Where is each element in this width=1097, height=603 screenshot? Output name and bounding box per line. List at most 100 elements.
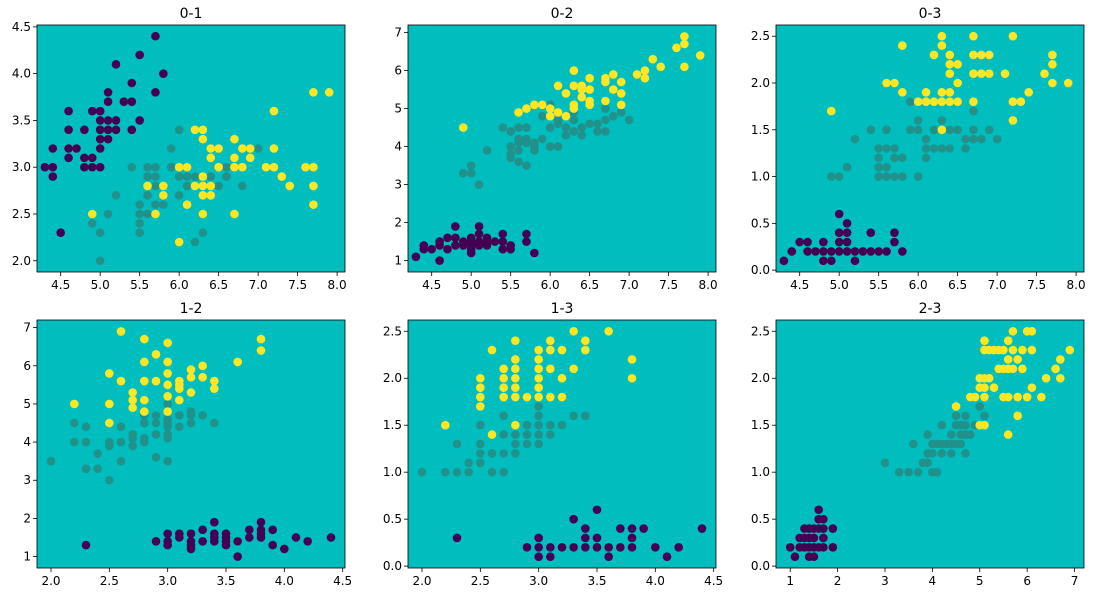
data-point (804, 524, 814, 533)
data-point (561, 130, 571, 140)
data-point (850, 247, 860, 256)
data-point (929, 50, 939, 60)
data-point (511, 336, 520, 345)
data-point (103, 125, 113, 135)
data-point (980, 336, 989, 345)
y-tick-label: 2 (394, 216, 402, 230)
panel-0-1: 0-1 4.5 5.0 5.5 6.0 6.5 7.0 7.5 8.0 2.0 2.5 3.0 3.5 4… (12, 6, 347, 292)
data-point (511, 383, 520, 392)
data-point (70, 418, 79, 428)
series-class-2 (951, 326, 1075, 439)
x-tick-label: 6.5 (209, 278, 228, 292)
data-point (970, 392, 980, 402)
x-tick-label: 6.0 (170, 278, 189, 292)
data-point (592, 543, 602, 552)
x-tick-label: 6.0 (909, 278, 928, 292)
data-point (309, 181, 318, 191)
data-point (48, 172, 58, 181)
data-point (116, 437, 126, 447)
data-point (151, 536, 161, 546)
data-point (238, 144, 247, 153)
x-tick-label: 4.0 (275, 574, 294, 588)
data-point (969, 50, 978, 60)
data-point (557, 392, 567, 402)
data-point (48, 144, 58, 153)
x-tick-label: 4.5 (704, 574, 723, 588)
data-point (537, 100, 547, 110)
y-tick-label: 3 (394, 178, 402, 192)
data-point (1048, 50, 1057, 60)
data-point (451, 241, 460, 250)
data-point (640, 66, 650, 75)
x-tick-label: 3 (881, 574, 889, 588)
data-point (980, 392, 989, 402)
data-point (534, 430, 543, 439)
data-point (953, 78, 962, 88)
data-point (842, 247, 852, 256)
data-point (128, 388, 137, 397)
data-point (923, 430, 932, 439)
data-point (913, 467, 923, 477)
data-point (937, 449, 947, 458)
data-point (561, 111, 571, 121)
x-tick-label: 4.5 (790, 278, 809, 292)
data-point (143, 181, 152, 191)
data-point (616, 108, 626, 117)
data-point (866, 247, 876, 256)
data-point (522, 543, 532, 552)
data-point (834, 228, 844, 237)
panel-2-3: 2-3 1 2 3 4 5 6 7 0.0 0.5 1.0 1.5 2.0 2.5 (751, 301, 1085, 588)
data-point (534, 552, 543, 562)
data-point (601, 104, 610, 113)
data-point (953, 60, 962, 69)
data-point (81, 437, 91, 447)
data-point (945, 144, 955, 153)
data-point (557, 345, 567, 355)
data-point (1027, 345, 1037, 355)
data-point (1008, 116, 1018, 125)
data-point (151, 31, 160, 41)
data-point (458, 237, 468, 246)
x-tick-label: 5.0 (462, 278, 481, 292)
data-point (163, 529, 172, 538)
data-point (680, 39, 689, 49)
data-point (522, 439, 532, 449)
data-point (95, 144, 105, 153)
x-tick-label: 8.0 (699, 278, 718, 292)
data-point (1003, 336, 1013, 345)
data-point (921, 153, 931, 163)
data-point (601, 115, 610, 125)
data-point (127, 125, 137, 135)
data-point (581, 524, 590, 533)
data-point (680, 62, 689, 72)
data-point (103, 116, 113, 125)
data-point (898, 172, 907, 181)
data-point (569, 100, 579, 110)
data-point (569, 514, 578, 524)
data-point (569, 81, 579, 91)
y-tick-label: 2.5 (12, 207, 31, 221)
data-point (627, 373, 637, 383)
data-point (116, 327, 126, 336)
data-point (639, 524, 648, 533)
data-point (984, 50, 994, 60)
data-point (965, 430, 975, 439)
data-point (601, 73, 610, 83)
data-point (561, 123, 571, 132)
data-point (452, 467, 462, 477)
data-point (452, 533, 462, 543)
axes-frame (36, 319, 346, 569)
data-point (977, 50, 986, 60)
data-point (474, 229, 484, 239)
data-point (961, 411, 970, 421)
data-point (111, 116, 121, 125)
data-point (186, 536, 196, 546)
data-point (140, 433, 149, 443)
data-point (499, 373, 508, 383)
data-point (809, 552, 819, 562)
data-point (116, 456, 126, 466)
data-point (166, 162, 176, 172)
y-tick-label: 0.0 (751, 559, 770, 573)
data-point (291, 533, 301, 542)
y-tick-label: 0.5 (751, 512, 770, 526)
